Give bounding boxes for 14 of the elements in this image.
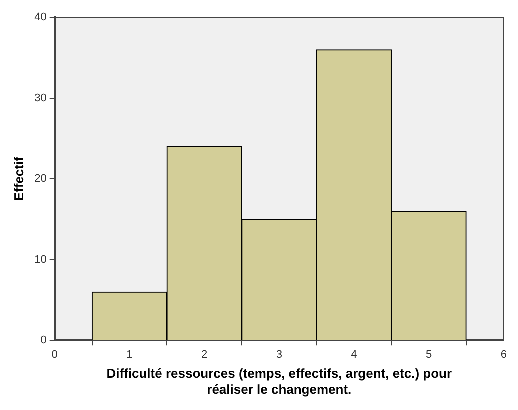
x-tick-label: 4 <box>351 349 358 362</box>
y-tick-label: 20 <box>34 173 47 186</box>
y-tick-label: 30 <box>34 92 47 104</box>
y-tick-label: 10 <box>34 254 47 266</box>
x-tick-label: 2 <box>201 349 208 362</box>
x-tick-label: 3 <box>276 349 282 362</box>
x-axis-title: Difficulté ressources (temps, effectifs, argent, etc.) pour réaliser le changement. <box>106 366 452 397</box>
x-tick-label: 0 <box>52 349 58 362</box>
y-axis-title: Effectif <box>11 156 26 202</box>
y-tick-label: 40 <box>34 12 47 24</box>
x-tick-label: 1 <box>126 349 133 362</box>
y-tick-label: 0 <box>40 334 47 347</box>
x-tick-label: 6 <box>500 349 508 362</box>
x-tick-label: 5 <box>426 349 432 362</box>
